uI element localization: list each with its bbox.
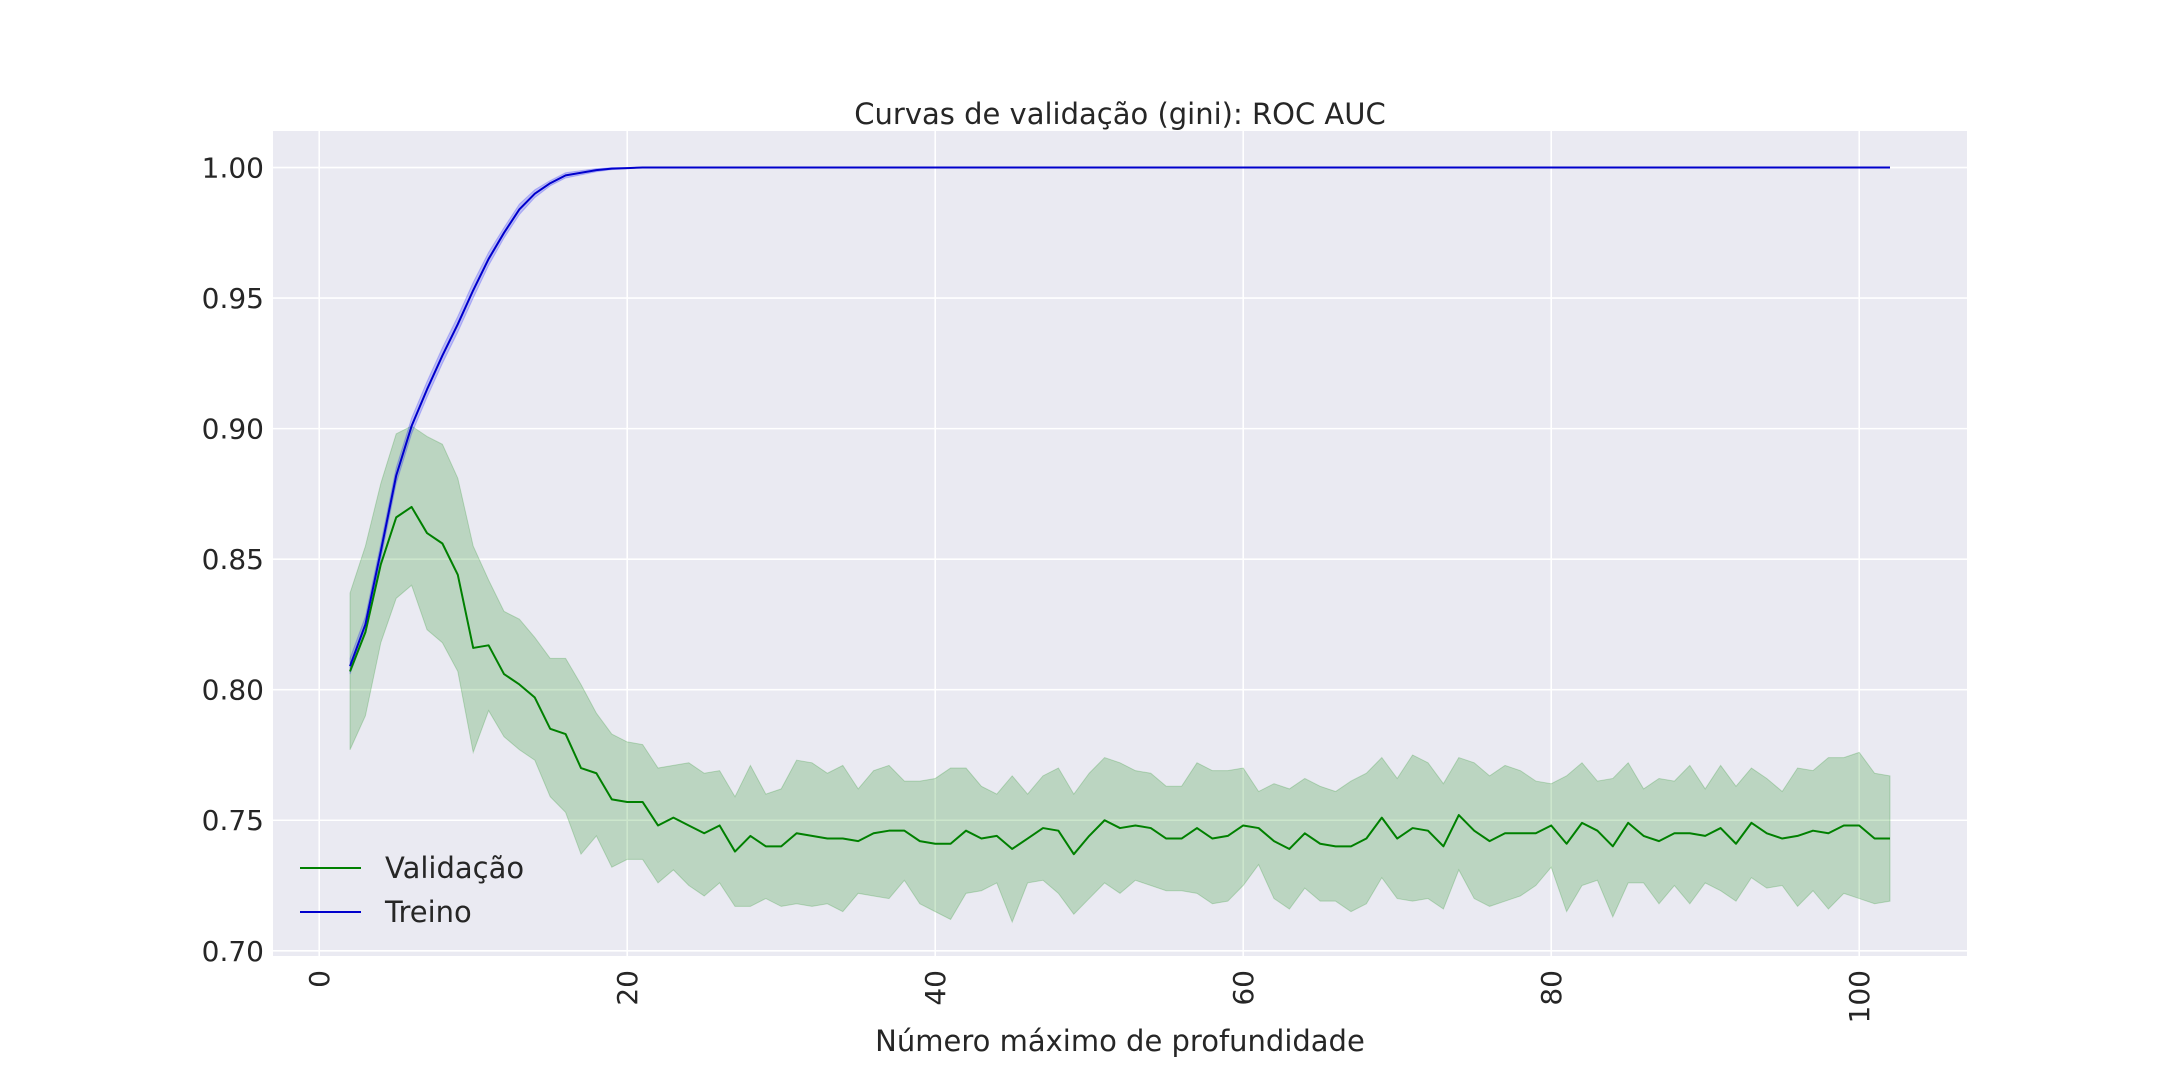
x-tick-label: 40 bbox=[919, 970, 952, 1006]
x-tick-label: 80 bbox=[1535, 970, 1568, 1006]
y-tick-label: 0.70 bbox=[202, 935, 264, 968]
y-tick-label: 0.95 bbox=[202, 282, 264, 315]
chart-title: Curvas de validação (gini): ROC AUC bbox=[854, 97, 1385, 131]
series-line-validacao bbox=[349, 505, 1890, 856]
series-lines bbox=[349, 166, 1890, 856]
legend: Validação Treino bbox=[300, 851, 524, 929]
y-tick-label: 0.80 bbox=[202, 674, 264, 707]
y-tick-label: 1.00 bbox=[202, 152, 264, 185]
x-tick-labels: 0 20 40 60 80 100 bbox=[303, 970, 1876, 1023]
y-tick-label: 0.85 bbox=[202, 543, 264, 576]
x-tick-label: 0 bbox=[303, 970, 336, 988]
x-tick-label: 60 bbox=[1227, 970, 1260, 1006]
x-axis-title: Número máximo de profundidade bbox=[875, 1024, 1365, 1058]
series-line-treino bbox=[349, 166, 1890, 667]
legend-label-validacao: Validação bbox=[385, 851, 524, 885]
x-tick-label: 20 bbox=[611, 970, 644, 1006]
y-tick-label: 0.90 bbox=[202, 413, 264, 446]
grid-lines bbox=[273, 131, 1967, 956]
plot-area-background bbox=[273, 131, 1967, 956]
y-tick-labels: 0.70 0.75 0.80 0.85 0.90 0.95 1.00 bbox=[202, 152, 264, 968]
legend-label-treino: Treino bbox=[384, 895, 472, 929]
confidence-band-validacao bbox=[349, 425, 1891, 924]
y-tick-label: 0.75 bbox=[202, 804, 264, 837]
x-tick-label: 100 bbox=[1843, 970, 1876, 1023]
